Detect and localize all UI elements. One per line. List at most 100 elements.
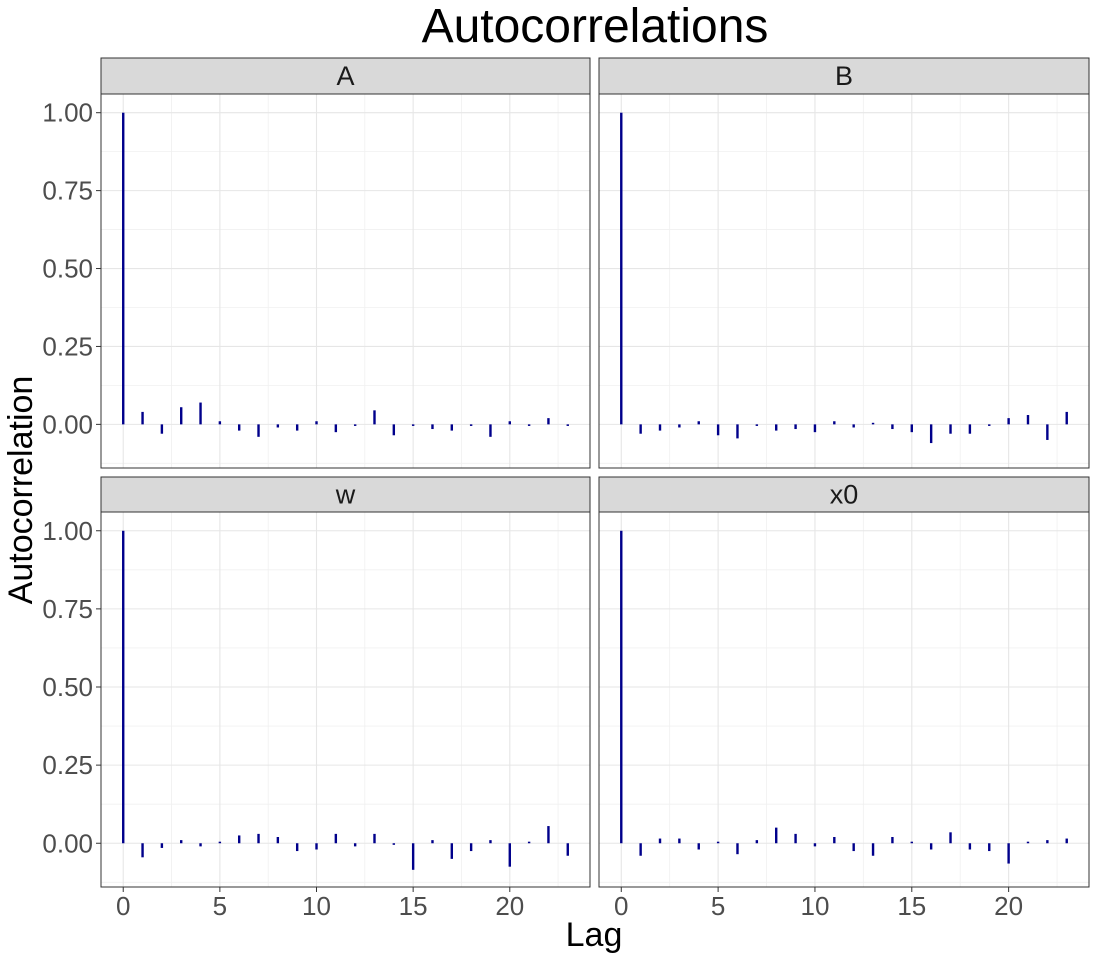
acf-bar: [658, 838, 662, 844]
acf-bar: [1065, 838, 1068, 844]
acf-bar: [257, 833, 260, 844]
acf-bar: [678, 424, 681, 428]
acf-bar: [697, 421, 700, 425]
facet-strip-label: B: [835, 61, 853, 91]
acf-bar: [968, 843, 972, 850]
acf-bar: [469, 424, 473, 426]
acf-bar: [639, 843, 642, 856]
acf-bar: [160, 424, 164, 434]
acf-bar: [353, 424, 357, 426]
acf-bar: [716, 424, 720, 436]
acf-bar: [988, 843, 991, 852]
panel-background: [599, 512, 1089, 887]
acf-bar: [813, 843, 817, 847]
acf-bar: [736, 424, 739, 439]
panel-background: [101, 512, 590, 887]
acf-bar: [852, 424, 855, 428]
acf-bar: [871, 843, 875, 856]
facet-panels: A 0.00 0.25 0.50 0.75 1.00 Bw 0.00 0.25 0.50 0.75 1…: [42, 57, 1090, 921]
acf-bar: [295, 424, 299, 431]
y-tick-label: 1.00: [42, 516, 93, 546]
acf-bar: [141, 411, 144, 425]
acf-bar: [411, 843, 415, 870]
acf-bar: [566, 424, 569, 426]
acf-bar: [450, 843, 454, 859]
acf-bar: [891, 837, 894, 844]
acf-bar: [276, 424, 280, 428]
acf-bar: [929, 843, 933, 850]
acf-bar: [373, 833, 376, 844]
acf-bar: [658, 424, 662, 431]
x-tick-label: 15: [399, 891, 428, 921]
y-tick-label: 0.00: [42, 828, 93, 858]
acf-bar: [1026, 841, 1030, 844]
acf-bar: [276, 837, 280, 844]
acf-bar: [547, 418, 550, 425]
panel-border: [598, 93, 1090, 469]
acf-bar: [833, 837, 836, 844]
acf-bar: [755, 424, 759, 426]
acf-bar: [122, 112, 125, 425]
acf-bar: [469, 843, 473, 852]
acf-bar: [929, 424, 933, 444]
acf-bar: [833, 421, 836, 425]
y-tick-label: 0.75: [42, 176, 93, 206]
acf-bar: [988, 424, 991, 426]
acf-bar: [910, 424, 913, 433]
acf-bar: [1007, 418, 1010, 425]
acf-bar: [716, 841, 720, 844]
acf-bar: [775, 827, 778, 844]
acf-bar: [620, 112, 623, 425]
acf-bar: [450, 424, 454, 431]
acf-bar: [949, 832, 952, 844]
panel-border: [100, 93, 591, 469]
acf-bar: [122, 530, 125, 844]
acf-bar: [968, 424, 972, 434]
acf-bar: [891, 424, 894, 430]
acf-bar: [218, 841, 222, 844]
acf-bar: [1046, 424, 1049, 440]
acf-bar: [295, 843, 299, 852]
panel-background: [599, 94, 1089, 468]
acf-bar: [794, 833, 797, 844]
panel-border: [598, 511, 1090, 888]
acf-bar: [315, 421, 318, 425]
acf-bar: [678, 838, 681, 844]
acf-bar: [755, 840, 759, 844]
acf-bar: [160, 843, 164, 848]
acf-bar: [199, 402, 202, 425]
panel-border: [100, 511, 591, 888]
y-tick-label: 0.25: [42, 331, 93, 361]
acf-bar: [794, 424, 797, 430]
acf-bar: [949, 424, 952, 434]
panel-background: [101, 94, 590, 468]
acf-bar: [813, 424, 817, 433]
y-tick-label: 0.50: [42, 254, 93, 284]
acf-bar: [775, 424, 778, 431]
acf-bar: [431, 424, 434, 430]
acf-bar: [141, 843, 144, 858]
acf-bar: [257, 424, 260, 437]
facet-strip-label: w: [335, 480, 356, 510]
x-tick-label: 0: [116, 891, 130, 921]
acf-bar: [697, 843, 700, 850]
acf-bar: [489, 840, 492, 844]
facet-A: A 0.00 0.25 0.50 0.75 1.00: [42, 57, 591, 469]
y-tick-label: 0.75: [42, 594, 93, 624]
acf-bar: [566, 843, 569, 856]
facet-strip: [100, 57, 591, 95]
acf-bar: [353, 843, 357, 847]
facet-strip: [598, 57, 1090, 95]
acf-bar: [237, 835, 241, 844]
y-tick-label: 1.00: [42, 98, 93, 128]
acf-bar: [373, 410, 376, 425]
acf-bar: [1007, 843, 1010, 864]
y-tick-label: 0.50: [42, 672, 93, 702]
acf-bar: [315, 843, 318, 850]
x-tick-label: 5: [711, 891, 725, 921]
acf-bar: [180, 840, 183, 844]
x-tick-label: 15: [897, 891, 926, 921]
acf-bar: [334, 833, 338, 844]
acf-bar: [910, 841, 913, 844]
